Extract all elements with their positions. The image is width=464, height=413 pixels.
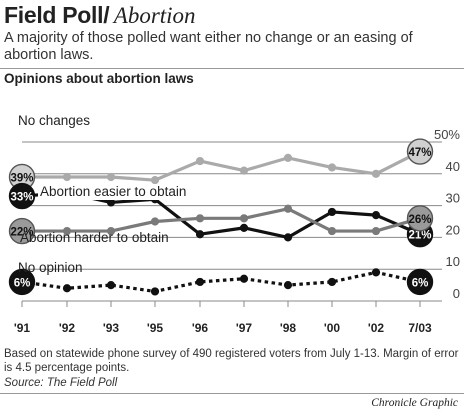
series-label: No changes [18, 113, 90, 128]
series-line-3 [21, 270, 421, 294]
data-point [239, 166, 249, 175]
survey-note: Based on statewide phone survey of 490 r… [4, 348, 459, 374]
data-point [239, 274, 249, 283]
top-divider [0, 68, 464, 69]
data-point [327, 207, 337, 217]
endpoint-bubble [406, 268, 434, 296]
data-point [106, 172, 116, 182]
endpoint-bubble [406, 205, 434, 232]
endpoint-bubble [406, 138, 434, 165]
data-point [283, 204, 293, 213]
data-point [150, 287, 160, 296]
credit-text: Chronicle Graphic [371, 397, 458, 409]
endpoint-bubble [8, 268, 36, 296]
data-point [106, 226, 116, 236]
chart-title-row: Field Poll/ Abortion [4, 2, 196, 29]
source-text: Source: The Field Poll [4, 377, 118, 389]
endpoint-bubble [8, 217, 36, 245]
series-label: Abortion easier to obtain [40, 184, 186, 199]
data-point [62, 172, 72, 182]
y-tick-label: 50% [434, 127, 460, 142]
data-point [106, 281, 116, 290]
data-point [371, 226, 381, 236]
data-point [283, 233, 293, 242]
data-point [371, 169, 381, 178]
endpoint-value-label: 33% [10, 192, 33, 204]
page-title: Field Poll/ [4, 2, 110, 28]
data-point [283, 153, 293, 162]
endpoint-value-label: 6% [412, 277, 429, 289]
endpoint-bubble [8, 182, 36, 210]
y-tick-label: 30 [446, 191, 460, 206]
data-point [195, 156, 205, 166]
x-tick-label: '98 [280, 321, 297, 335]
data-point [371, 211, 381, 220]
data-point [150, 176, 160, 185]
data-point [195, 230, 205, 239]
data-point [195, 277, 205, 287]
series-label-bg [38, 184, 182, 200]
series-line-2 [22, 207, 421, 233]
data-point [239, 223, 249, 232]
x-tick-label: '95 [147, 321, 164, 335]
bottom-divider [0, 393, 464, 394]
x-tick-label: '91 [14, 321, 31, 335]
x-tick-label: '97 [236, 321, 253, 335]
chart-heading: Opinions about abortion laws [4, 71, 194, 86]
data-point [327, 226, 337, 236]
x-tick-label: 7/03 [408, 321, 432, 335]
data-point [150, 217, 160, 226]
data-point [239, 214, 249, 223]
y-tick-label: 10 [446, 254, 460, 269]
series-label: Abortion harder to obtain [20, 230, 169, 245]
x-tick-label: '02 [368, 321, 385, 335]
series-label: No opinion [18, 260, 83, 275]
data-point [62, 284, 72, 293]
endpoint-value-label: 39% [10, 172, 33, 184]
endpoint-value-label: 22% [10, 227, 33, 239]
endpoint-value-label: 26% [408, 214, 431, 226]
data-point [62, 226, 72, 236]
y-tick-label: 20 [446, 222, 460, 237]
y-tick-label: 0 [453, 286, 460, 301]
page-topic: Abortion [113, 3, 196, 28]
endpoint-value-label: 47% [408, 147, 431, 159]
y-tick-label: 40 [446, 159, 460, 174]
x-tick-label: '00 [324, 321, 341, 335]
data-point [371, 268, 381, 277]
x-tick-label: '92 [59, 321, 76, 335]
data-point [195, 214, 205, 223]
page-subtitle: A majority of those polled want either n… [4, 30, 413, 63]
data-point [283, 281, 293, 290]
endpoint-value-label: 6% [14, 277, 31, 289]
data-point [327, 277, 337, 287]
endpoint-value-label: 21% [408, 230, 431, 242]
data-point [327, 163, 337, 172]
series-line-0 [22, 150, 421, 182]
x-tick-label: '93 [103, 321, 120, 335]
x-tick-label: '96 [192, 321, 209, 335]
